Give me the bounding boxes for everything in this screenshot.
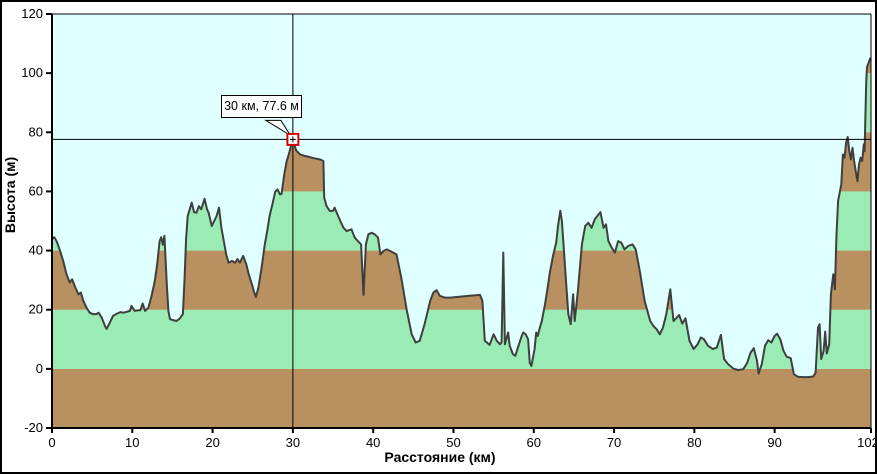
x-tick-label: 102: [857, 435, 877, 450]
x-tick-label: 10: [125, 435, 139, 450]
y-tick-label: 120: [21, 6, 43, 21]
y-tick-label: -20: [24, 420, 43, 435]
y-axis-title: Высота (м): [2, 157, 18, 233]
x-tick-label: 40: [366, 435, 380, 450]
marker-tooltip: 30 км, 77.6 м: [221, 95, 302, 118]
tooltip-text: 30 км, 77.6 м: [224, 99, 299, 113]
y-tick-label: 80: [29, 124, 43, 139]
x-axis-title: Расстояние (км): [384, 449, 495, 465]
x-tick-label: 70: [607, 435, 621, 450]
elevation-band: [52, 368, 871, 428]
x-tick-label: 80: [687, 435, 701, 450]
tooltip-callout-pointer: [264, 119, 291, 136]
x-tick-label: 50: [446, 435, 460, 450]
x-tick-label: 30: [286, 435, 300, 450]
y-tick-label: 60: [29, 183, 43, 198]
x-tick-label: 60: [527, 435, 541, 450]
x-tick-label: 20: [205, 435, 219, 450]
y-tick-label: 0: [36, 361, 43, 376]
elevation-profile-line: [51, 57, 872, 379]
y-tick-label: 40: [29, 243, 43, 258]
x-tick-label: 0: [48, 435, 55, 450]
y-tick-label: 20: [29, 302, 43, 317]
y-tick-label: 100: [21, 65, 43, 80]
x-tick-label: 90: [767, 435, 781, 450]
